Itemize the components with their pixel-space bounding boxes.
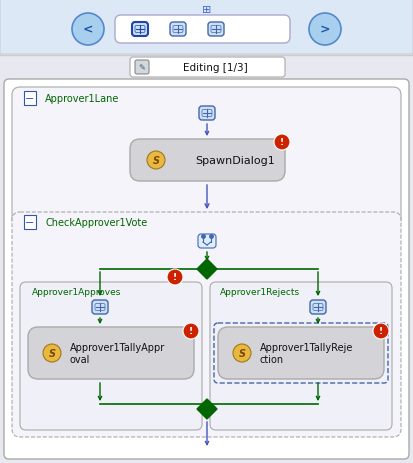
FancyBboxPatch shape bbox=[0, 0, 413, 55]
FancyBboxPatch shape bbox=[12, 88, 401, 227]
Circle shape bbox=[72, 14, 104, 46]
FancyBboxPatch shape bbox=[170, 23, 186, 37]
Polygon shape bbox=[197, 399, 217, 419]
FancyBboxPatch shape bbox=[4, 80, 409, 459]
FancyBboxPatch shape bbox=[115, 16, 290, 44]
Polygon shape bbox=[197, 259, 217, 279]
Text: Approver1Approves: Approver1Approves bbox=[32, 288, 121, 297]
FancyBboxPatch shape bbox=[92, 300, 108, 314]
Circle shape bbox=[167, 269, 183, 285]
Text: >: > bbox=[320, 24, 330, 37]
FancyBboxPatch shape bbox=[130, 58, 285, 78]
Text: Approver1Lane: Approver1Lane bbox=[45, 94, 119, 104]
Text: Approver1TallyReje
ction: Approver1TallyReje ction bbox=[260, 342, 354, 364]
FancyBboxPatch shape bbox=[208, 23, 224, 37]
Circle shape bbox=[233, 344, 251, 362]
FancyBboxPatch shape bbox=[28, 327, 194, 379]
Text: −: − bbox=[25, 218, 35, 227]
Text: !: ! bbox=[379, 327, 383, 336]
FancyBboxPatch shape bbox=[20, 282, 202, 430]
FancyBboxPatch shape bbox=[199, 107, 215, 121]
FancyBboxPatch shape bbox=[12, 213, 401, 437]
Circle shape bbox=[373, 323, 389, 339]
FancyBboxPatch shape bbox=[218, 327, 384, 379]
Text: SpawnDialog1: SpawnDialog1 bbox=[195, 156, 275, 166]
Text: S: S bbox=[238, 349, 245, 359]
Circle shape bbox=[274, 135, 290, 150]
Text: Approver1Rejects: Approver1Rejects bbox=[220, 288, 300, 297]
Text: !: ! bbox=[189, 327, 193, 336]
Text: Editing [1/3]: Editing [1/3] bbox=[183, 63, 247, 73]
FancyBboxPatch shape bbox=[198, 234, 216, 249]
FancyBboxPatch shape bbox=[310, 300, 326, 314]
Text: <: < bbox=[83, 24, 93, 37]
Text: Approver1TallyAppr
oval: Approver1TallyAppr oval bbox=[70, 342, 165, 364]
FancyBboxPatch shape bbox=[130, 140, 285, 181]
Circle shape bbox=[147, 152, 165, 169]
Text: ⊞: ⊞ bbox=[202, 5, 211, 15]
Text: CheckApprover1Vote: CheckApprover1Vote bbox=[45, 218, 147, 227]
FancyBboxPatch shape bbox=[135, 61, 149, 75]
Text: !: ! bbox=[280, 138, 284, 147]
FancyBboxPatch shape bbox=[210, 282, 392, 430]
Text: S: S bbox=[152, 156, 159, 166]
FancyBboxPatch shape bbox=[132, 23, 148, 37]
Text: −: − bbox=[25, 94, 35, 104]
Text: S: S bbox=[48, 349, 55, 359]
Circle shape bbox=[43, 344, 61, 362]
Text: ✎: ✎ bbox=[138, 63, 145, 72]
Text: !: ! bbox=[173, 273, 177, 282]
Circle shape bbox=[309, 14, 341, 46]
Circle shape bbox=[183, 323, 199, 339]
